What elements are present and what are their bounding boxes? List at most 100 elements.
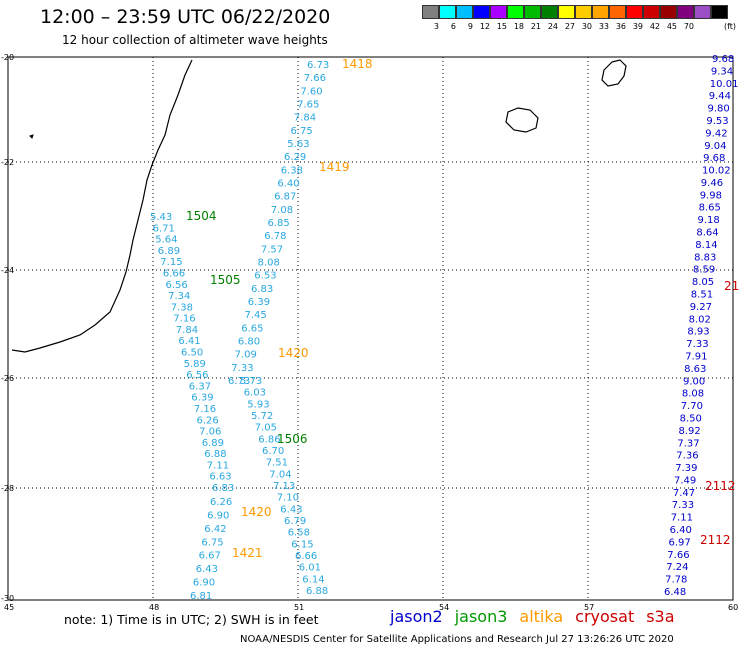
wave-height-value: 6.40 — [670, 525, 692, 536]
wave-height-value: 7.49 — [674, 475, 696, 486]
legend-swatch — [711, 5, 728, 19]
legend-label: 39 — [632, 22, 643, 31]
legend-swatch — [609, 5, 626, 19]
wave-height-value: 6.26 — [210, 497, 232, 508]
wave-height-value: 6.42 — [204, 524, 226, 535]
wave-height-value: 8.83 — [694, 252, 716, 263]
wave-height-value: 7.47 — [673, 488, 695, 499]
wave-height-value: 8.64 — [696, 228, 718, 239]
wave-height-value: 6.40 — [277, 179, 299, 190]
legend-label: 15 — [496, 22, 507, 31]
wave-height-value: 6.58 — [288, 528, 310, 539]
wave-height-value: 8.63 — [684, 364, 706, 375]
wave-height-value: 7.57 — [261, 244, 283, 255]
color-scale-unit: (ft) — [724, 22, 737, 31]
wave-height-value: 6.41 — [178, 336, 200, 347]
wave-height-value: 6.43 — [280, 504, 302, 515]
wave-height-value: 6.48 — [664, 587, 686, 598]
legend-label: 21 — [530, 22, 541, 31]
pass-label-1506: 1506 — [277, 432, 308, 446]
legend-label: 42 — [649, 22, 660, 31]
wave-height-value: 7.15 — [160, 257, 182, 268]
wave-height-value: 6.01 — [299, 563, 321, 574]
wave-height-value: 5.89 — [184, 359, 206, 370]
pass-label-1420: 1420 — [278, 346, 309, 360]
wave-height-value: 6.85 — [268, 218, 290, 229]
pass-label-1419: 1419 — [319, 160, 350, 174]
satellite-legend: jason2 jason3 altika cryosat s3a — [390, 607, 687, 626]
legend-swatch — [473, 5, 490, 19]
map-title: 12:00 – 23:59 UTC 06/22/2020 — [40, 6, 331, 28]
legend-label: 6 — [450, 22, 456, 31]
wave-height-value: 6.73 — [228, 376, 250, 387]
wave-height-value: 7.91 — [685, 352, 707, 363]
wave-height-value: 6.15 — [291, 539, 313, 550]
wave-height-value: 7.45 — [245, 310, 267, 321]
wave-height-value: 7.33 — [672, 500, 694, 511]
lat-label: -24 — [1, 266, 14, 275]
legend-swatch — [660, 5, 677, 19]
wave-height-value: 7.10 — [277, 493, 299, 504]
wave-height-value: 5.43 — [150, 212, 172, 223]
legend-swatch — [626, 5, 643, 19]
wave-height-value: 7.16 — [173, 314, 195, 325]
legend-swatch — [422, 5, 439, 19]
reunion-island — [505, 107, 539, 133]
wave-height-value: 9.80 — [708, 104, 730, 115]
wave-height-value: 6.75 — [291, 126, 313, 137]
legend-swatch — [558, 5, 575, 19]
mauritius-island — [601, 59, 627, 87]
wave-height-value: 6.83 — [212, 483, 234, 494]
wave-height-value: 6.14 — [302, 574, 324, 585]
wave-height-value: 8.59 — [693, 265, 715, 276]
legend-swatch — [524, 5, 541, 19]
wave-height-value: 6.66 — [295, 551, 317, 562]
legend-swatch — [643, 5, 660, 19]
wave-height-value: 7.09 — [235, 350, 257, 361]
legend-swatch — [677, 5, 694, 19]
legend-label: 45 — [666, 22, 677, 31]
pass-label-2112: 2112 — [705, 479, 736, 493]
wave-height-value: 6.75 — [201, 537, 223, 548]
wave-height-value: 7.33 — [686, 339, 708, 350]
wave-height-value: 6.89 — [158, 246, 180, 257]
wave-height-value: 6.79 — [284, 516, 306, 527]
legend-label: 3 — [433, 22, 439, 31]
legend-label: 24 — [547, 22, 558, 31]
wave-height-value: 6.53 — [254, 271, 276, 282]
wave-height-value: 5.63 — [287, 139, 309, 150]
wave-height-value: 8.05 — [692, 277, 714, 288]
wave-height-value: 7.84 — [294, 113, 316, 124]
lon-label: 54 — [439, 603, 449, 612]
wave-height-value: 10.02 — [702, 166, 731, 177]
wave-height-value: 8.92 — [679, 426, 701, 437]
legend-label: 36 — [615, 22, 626, 31]
wave-height-value: 6.03 — [244, 388, 266, 399]
wave-height-value: 7.39 — [675, 463, 697, 474]
legend-swatch — [694, 5, 711, 19]
wave-height-value: 9.98 — [700, 190, 722, 201]
wave-height-value: 8.02 — [689, 314, 711, 325]
wave-height-value: 8.65 — [699, 203, 721, 214]
legend-swatch — [592, 5, 609, 19]
satellite-jason2: jason2 — [390, 607, 443, 626]
wave-height-value: 9.46 — [701, 178, 723, 189]
wave-height-value: 10.01 — [710, 79, 739, 90]
pass-label-1504: 1504 — [186, 209, 217, 223]
legend-swatch — [490, 5, 507, 19]
wave-height-value: 6.78 — [264, 231, 286, 242]
wave-height-value: 8.51 — [691, 290, 713, 301]
wave-height-value: 7.05 — [255, 423, 277, 434]
map-subtitle: 12 hour collection of altimeter wave hei… — [62, 33, 328, 47]
grid-lines — [8, 57, 733, 600]
wave-height-value: 6.87 — [274, 192, 296, 203]
pass-label-1420b: 1420 — [241, 505, 272, 519]
wave-height-value: 7.08 — [271, 205, 293, 216]
wave-height-value: 8.14 — [695, 240, 717, 251]
legend-swatch — [439, 5, 456, 19]
wave-height-value: 6.81 — [190, 591, 212, 602]
wave-height-value: 7.84 — [176, 325, 198, 336]
legend-label: 70 — [683, 22, 694, 31]
wave-height-value: 7.78 — [665, 575, 687, 586]
